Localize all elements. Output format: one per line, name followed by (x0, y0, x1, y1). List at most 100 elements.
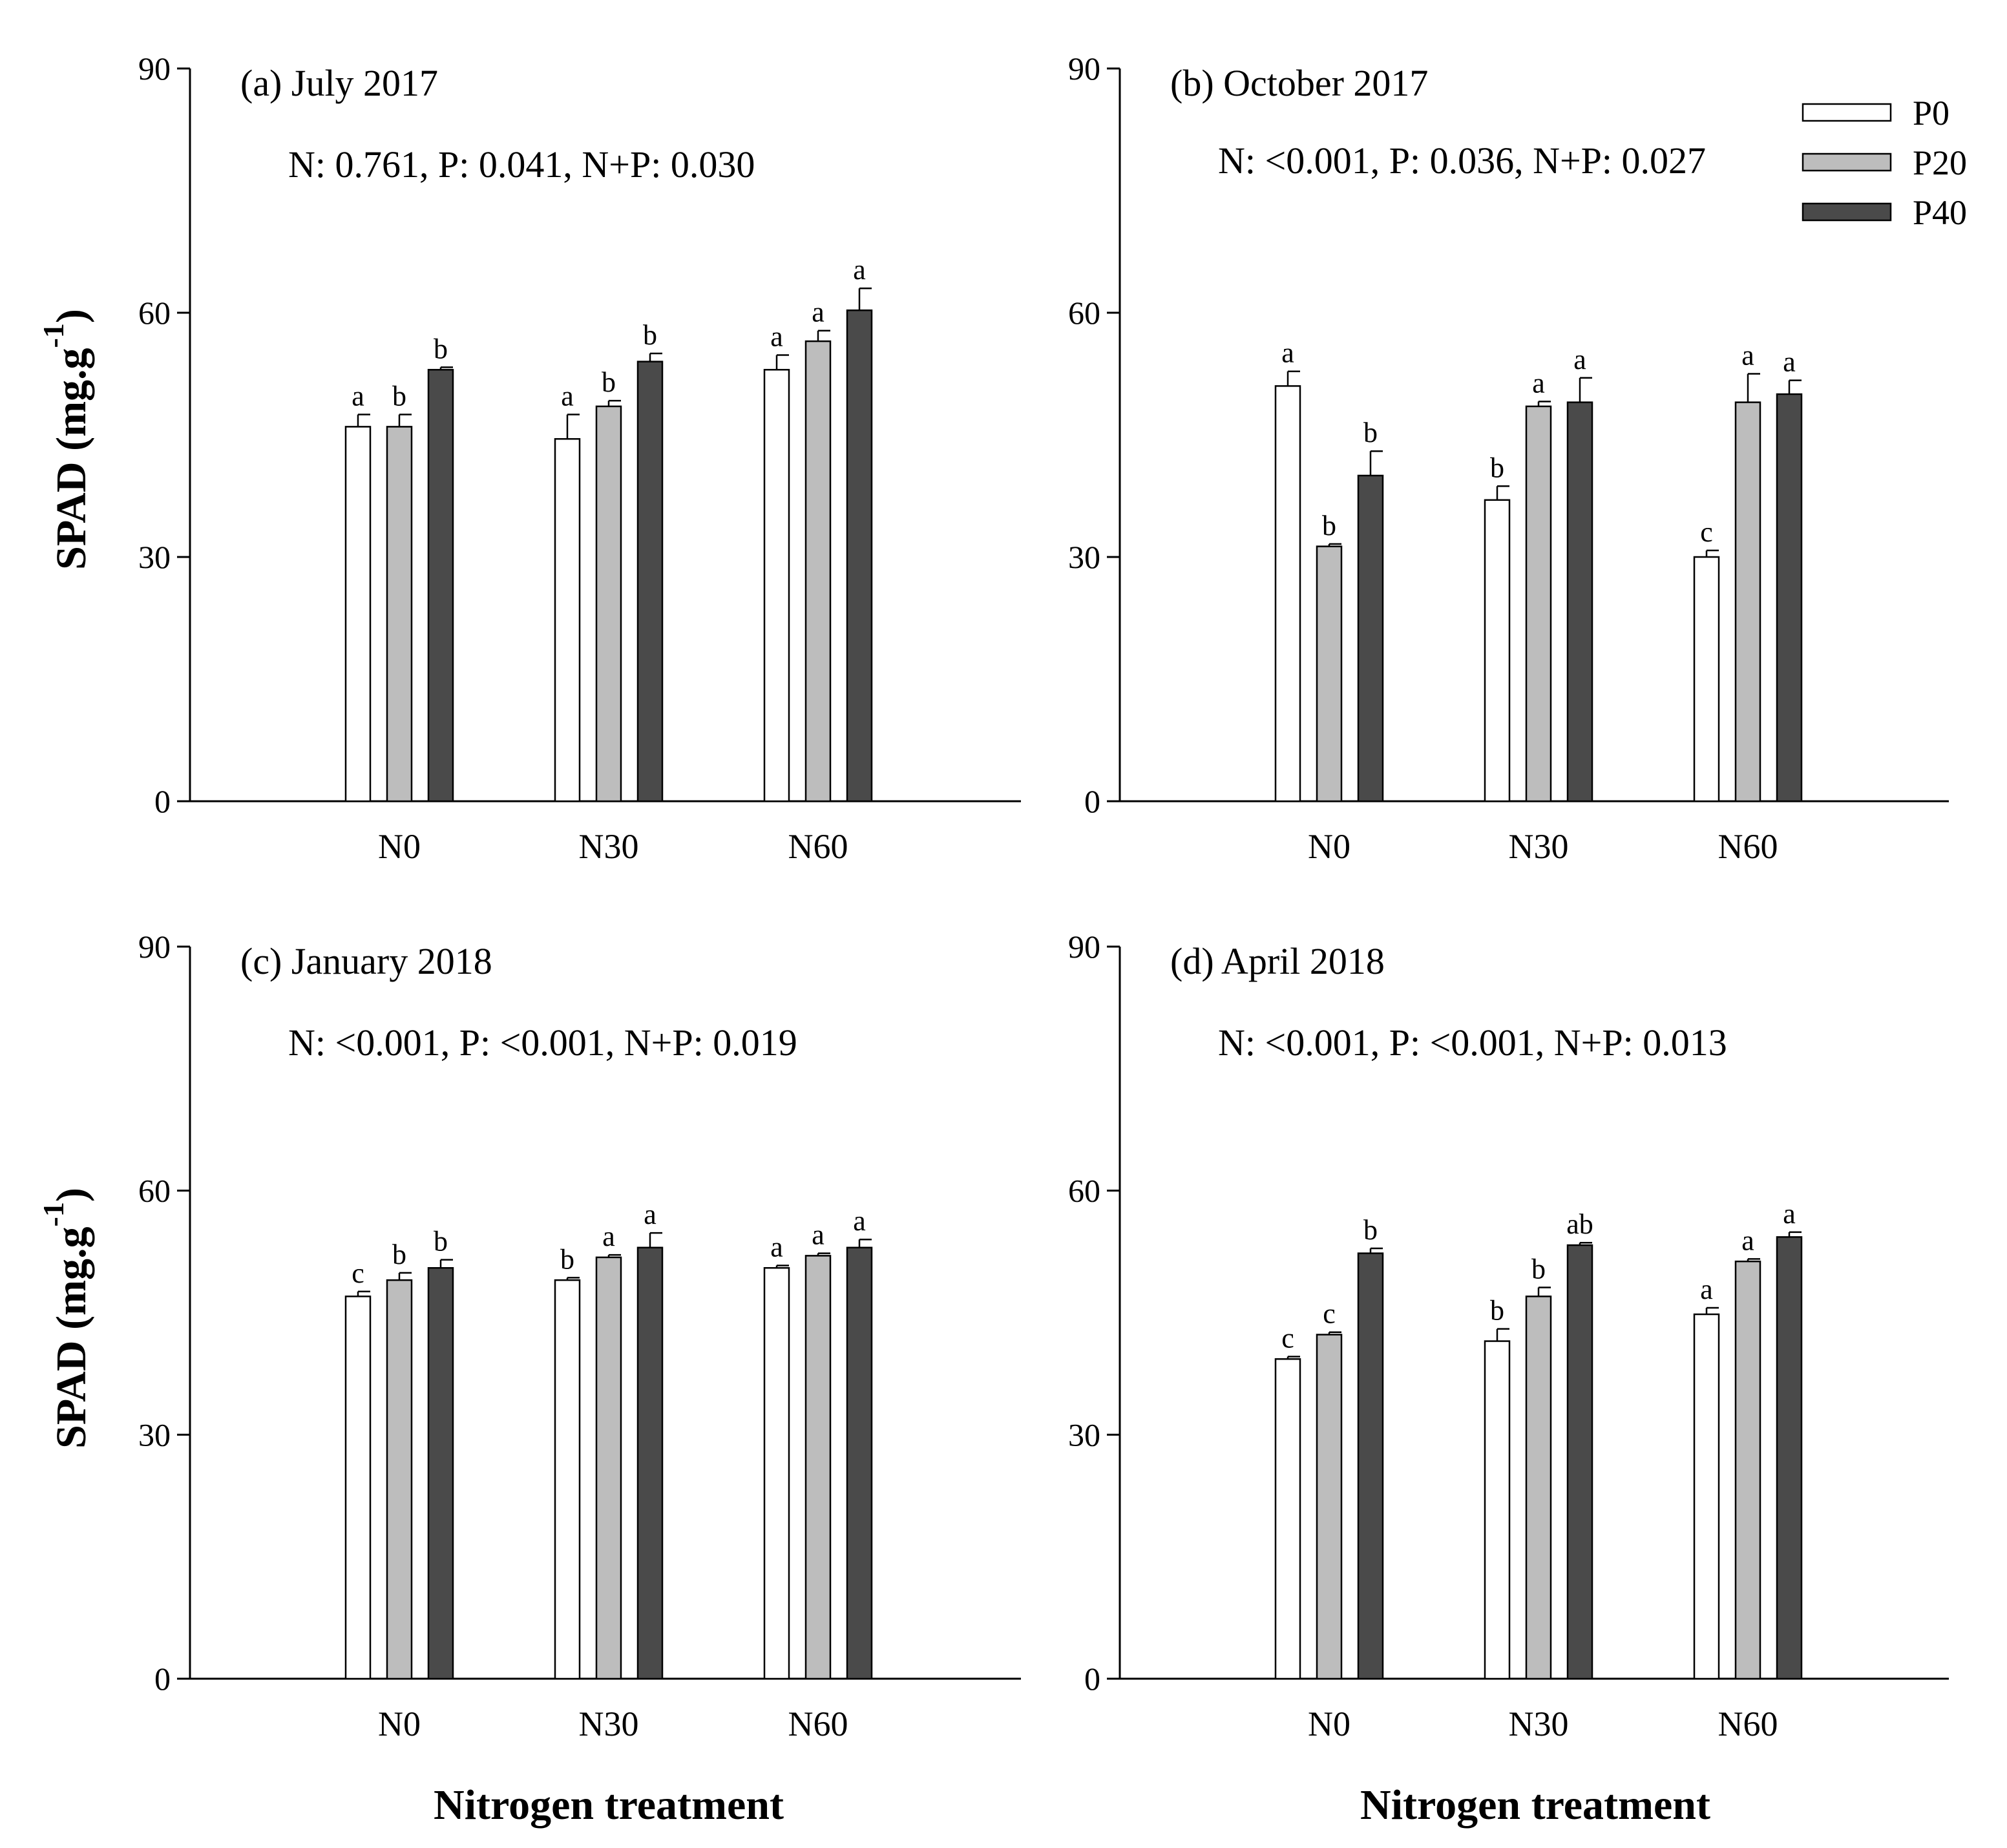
panel-stats: N: 0.761, P: 0.041, N+P: 0.030 (288, 143, 755, 185)
y-tick-label: 30 (1068, 1416, 1100, 1453)
significance-letter: a (853, 1205, 866, 1237)
significance-letter: a (1783, 346, 1796, 378)
significance-letter: a (812, 297, 825, 328)
bar-p40-n0 (427, 1267, 454, 1680)
legend-label-p20: P20 (1913, 143, 1967, 182)
legend-swatch-p20 (1802, 152, 1892, 172)
bar-p0-n60 (763, 368, 790, 803)
bar-p20-n0 (1316, 1334, 1343, 1680)
y-tick-label: 60 (138, 295, 171, 331)
legend-label-p0: P0 (1913, 94, 1949, 132)
significance-letter: b (1363, 417, 1378, 448)
y-tick-label: 30 (138, 1416, 171, 1453)
bar-p20-n60 (804, 1255, 832, 1680)
bar-p40-n60 (1776, 1236, 1803, 1680)
y-tick-label: 0 (1084, 783, 1100, 819)
significance-letter: a (602, 1221, 615, 1252)
bar-p0-n30 (1484, 499, 1511, 803)
bar-p20-n0 (1316, 545, 1343, 803)
bar-p40-n0 (1357, 1252, 1384, 1680)
significance-letter: b (1363, 1214, 1378, 1246)
significance-letter: a (1532, 367, 1545, 399)
panel-title: (d) April 2018 (1170, 940, 1385, 982)
significance-letter: a (812, 1219, 825, 1251)
significance-letter: c (1281, 1322, 1294, 1354)
significance-letter: a (770, 1231, 783, 1263)
significance-letter: a (1741, 340, 1754, 372)
category-label: N60 (1718, 1705, 1778, 1743)
bar-p20-n30 (595, 405, 622, 803)
panel-a: 0 30 60 90 (a) July 2017 N: 0.761, P: 0.041, … (138, 50, 1021, 866)
significance-letter: a (1783, 1198, 1796, 1230)
x-axis-label-left: Nitrogen treatment (434, 1781, 784, 1829)
bar-p20-n60 (1734, 1260, 1761, 1680)
bar-p20-n30 (1525, 405, 1552, 803)
bar-p0-n30 (554, 438, 581, 803)
category-label: N60 (788, 827, 848, 866)
y-tick-label: 90 (138, 50, 171, 87)
significance-letter: b (434, 333, 448, 364)
bar-p0-n0 (1274, 1358, 1301, 1680)
legend-swatch-p40 (1802, 202, 1892, 222)
bar-p0-n0 (344, 1296, 372, 1680)
significance-letter: a (1741, 1224, 1754, 1256)
significance-letter: c (1323, 1298, 1336, 1330)
bar-p0-n0 (1274, 385, 1301, 803)
significance-letter: b (1322, 510, 1336, 541)
significance-letter: b (392, 1239, 406, 1270)
y-tick-label: 0 (154, 1661, 171, 1697)
panel-stats: N: <0.001, P: <0.001, N+P: 0.019 (288, 1022, 797, 1064)
y-tick-label: 30 (138, 539, 171, 575)
significance-letter: b (434, 1226, 448, 1257)
significance-letter: b (602, 366, 616, 398)
panel-title: (a) July 2017 (240, 62, 438, 104)
bar-p20-n0 (386, 426, 413, 803)
legend: P0 P20 P40 (1802, 94, 1967, 232)
bar-p20-n30 (595, 1256, 622, 1680)
bar-p40-n0 (1357, 474, 1384, 803)
panel-stats: N: <0.001, P: <0.001, N+P: 0.013 (1218, 1022, 1727, 1064)
svg-text:SPAD (mg.g-1): SPAD (mg.g-1) (37, 309, 95, 570)
y-tick-label: 60 (1068, 295, 1100, 331)
category-label: N60 (1718, 827, 1778, 866)
significance-letter: a (1573, 344, 1586, 375)
legend-swatch-p0 (1802, 103, 1892, 122)
bar-p20-n30 (1525, 1296, 1552, 1680)
bar-p0-n60 (1693, 556, 1720, 803)
bar-p0-n30 (1484, 1340, 1511, 1680)
panel-c: 0 30 60 90 (c) January 2018 N: <0.001, P: <0.… (138, 929, 1021, 1743)
y-tick-label: 0 (154, 783, 171, 819)
svg-text:SPAD (mg.g-1): SPAD (mg.g-1) (37, 1188, 95, 1449)
y-tick-label: 90 (138, 929, 171, 965)
significance-letter: c (352, 1257, 364, 1289)
bar-p40-n60 (846, 309, 873, 803)
y-tick-label: 30 (1068, 539, 1100, 575)
category-label: N30 (579, 1705, 639, 1743)
panel-b: 0 30 60 90 (b) October 2017 N: <0.001, P: 0.0… (1068, 50, 1949, 866)
bar-p0-n60 (1693, 1313, 1720, 1680)
y-tick-label: 90 (1068, 50, 1100, 87)
significance-letter: c (1700, 516, 1713, 548)
bar-p20-n0 (386, 1279, 413, 1680)
bar-p40-n60 (846, 1246, 873, 1680)
significance-letter: a (853, 254, 866, 286)
significance-letter: b (560, 1243, 574, 1275)
bar-p0-n30 (554, 1279, 581, 1680)
bar-p40-n0 (427, 368, 454, 803)
category-label: N0 (1308, 827, 1350, 866)
x-axis-label-right: Nitrogen treatment (1360, 1781, 1710, 1829)
significance-letter: b (643, 319, 657, 351)
bar-p0-n0 (344, 426, 372, 803)
bar-p0-n60 (763, 1267, 790, 1680)
bar-p40-n60 (1776, 393, 1803, 803)
y-axis-label-bottom: SPAD (mg.g-1) (37, 1188, 95, 1449)
y-tick-label: 60 (138, 1173, 171, 1209)
significance-letter: b (1490, 1295, 1504, 1327)
significance-letter: ab (1566, 1208, 1593, 1240)
legend-label-p40: P40 (1913, 193, 1967, 232)
bar-p20-n60 (1734, 401, 1761, 803)
category-label: N0 (378, 1705, 421, 1743)
panel-title: (b) October 2017 (1170, 62, 1428, 104)
category-label: N30 (579, 827, 639, 866)
